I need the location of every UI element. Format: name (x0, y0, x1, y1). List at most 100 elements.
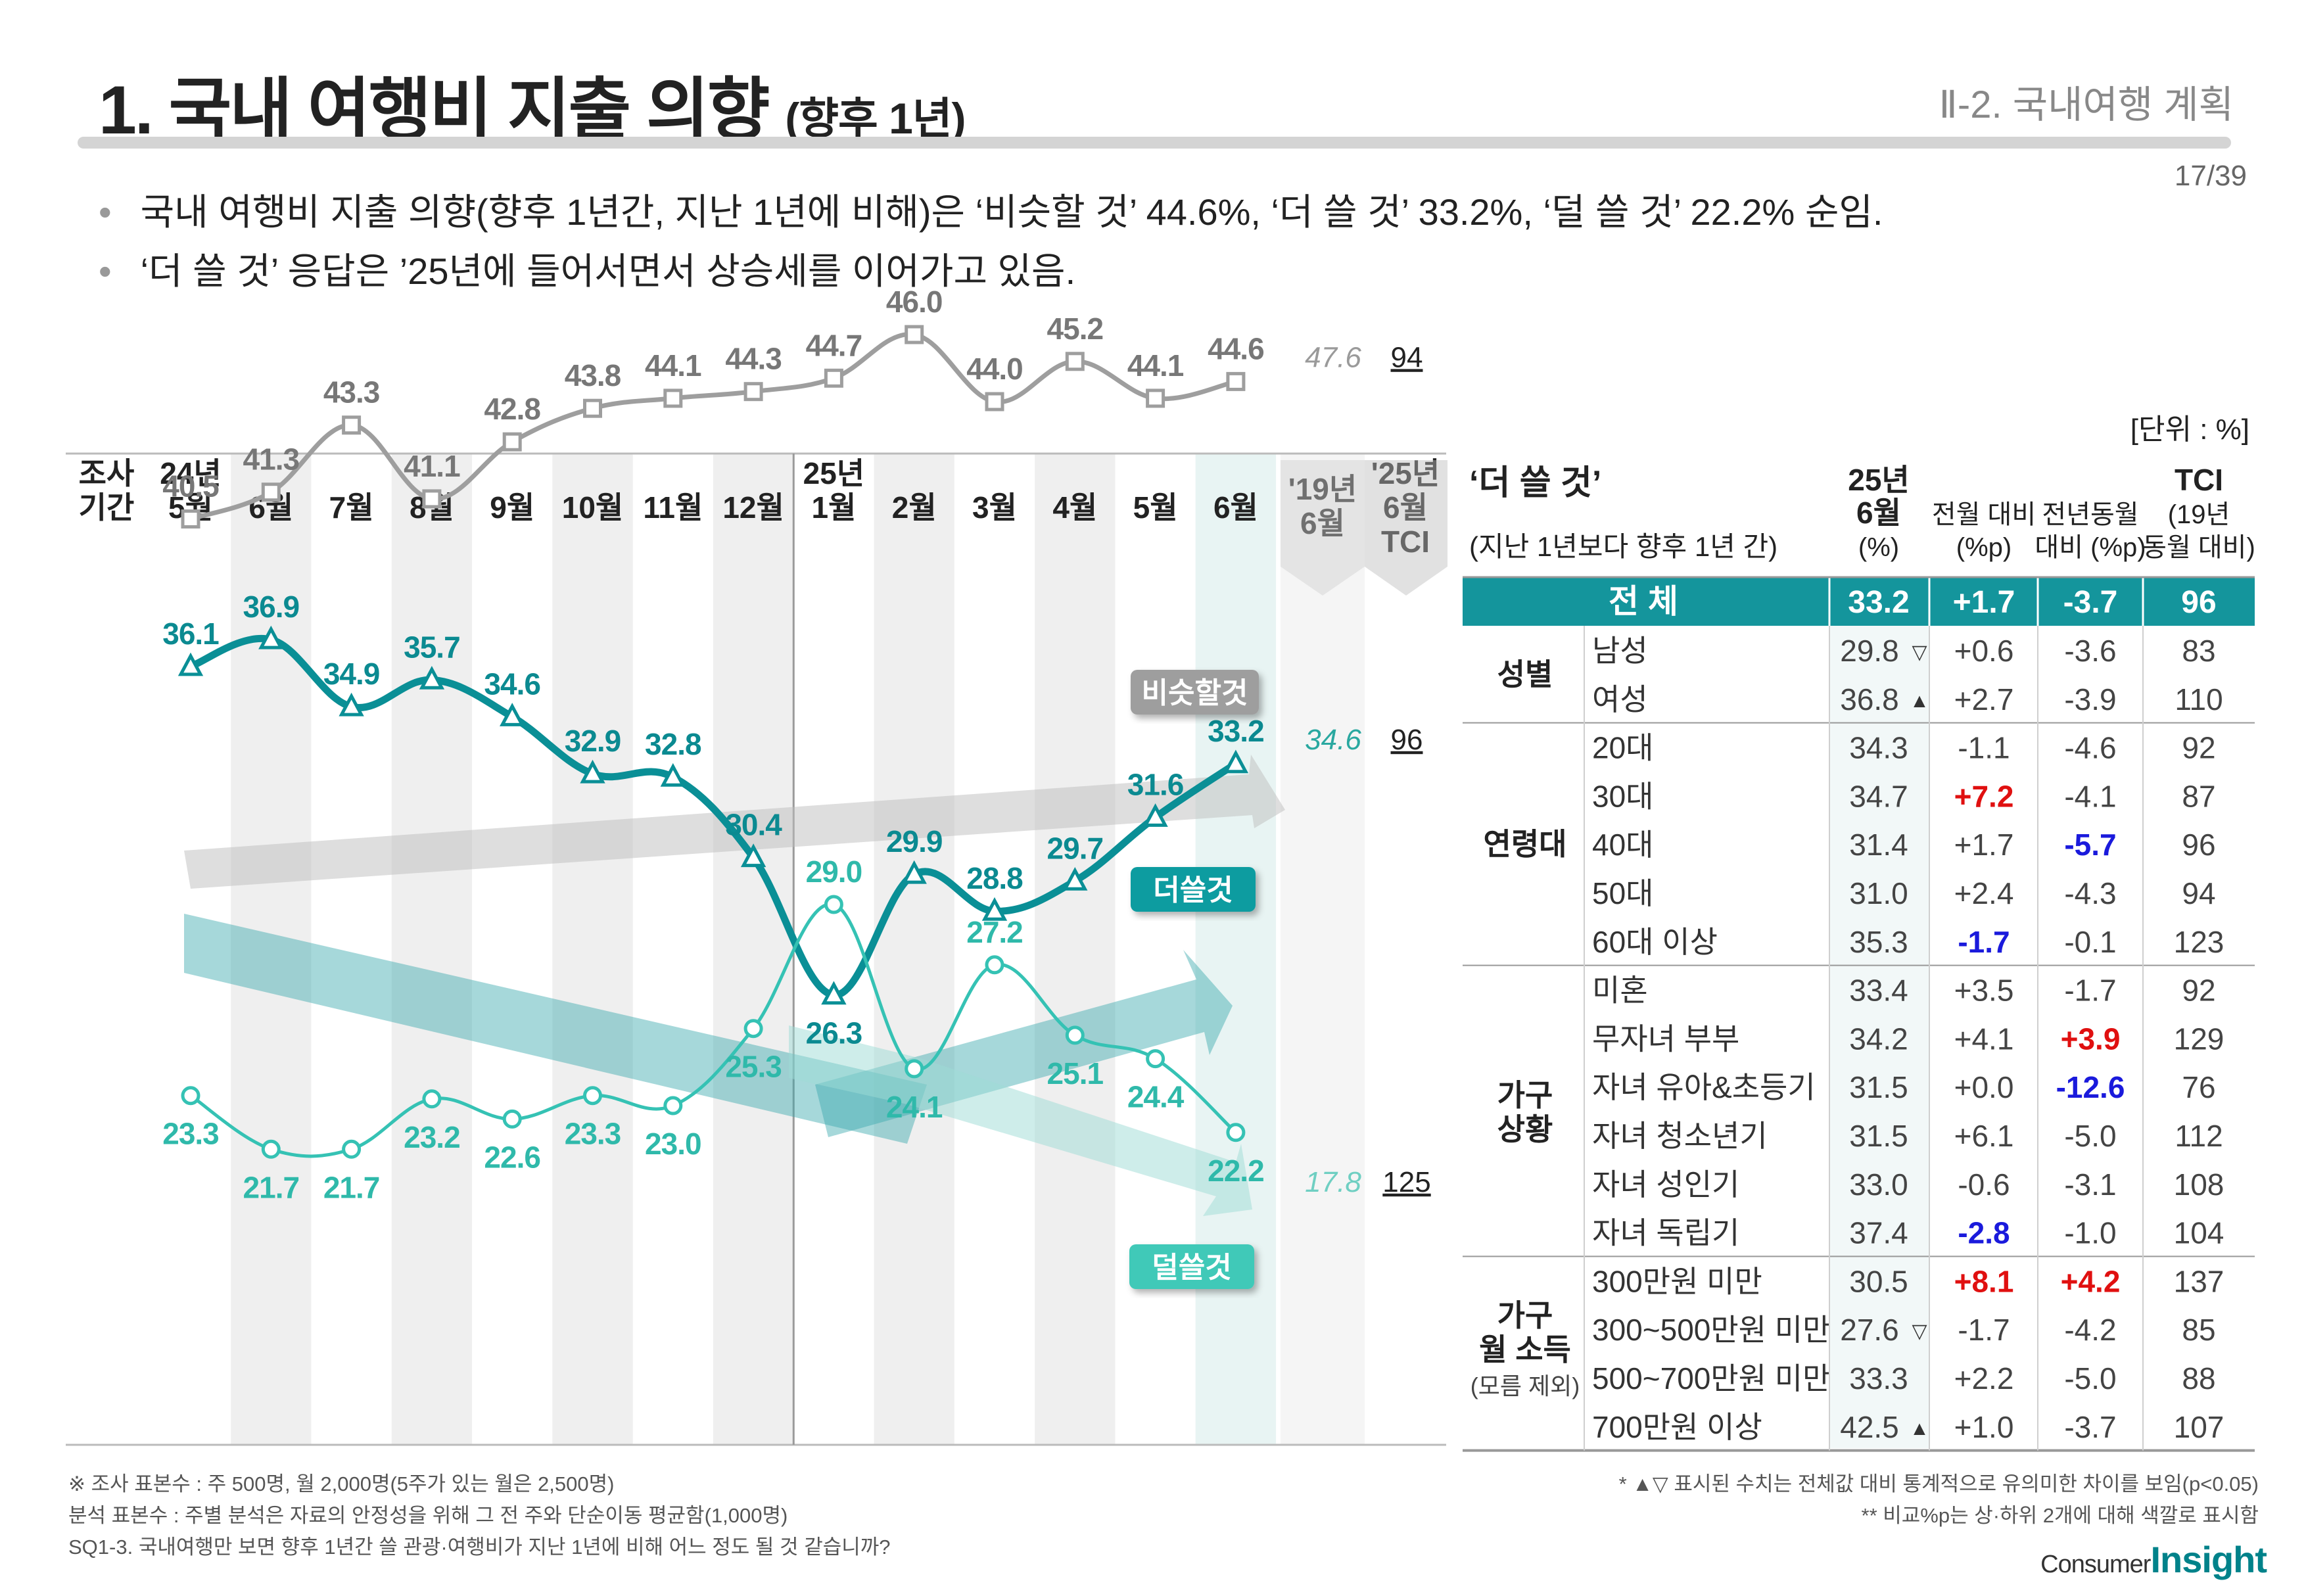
total-row-value: +1.7 (1953, 585, 2015, 620)
similar-point (1146, 388, 1165, 408)
table-row-value: 31.4 (1849, 828, 1908, 862)
table-row-value: 94 (2182, 876, 2215, 910)
similar-data-label: 43.3 (323, 375, 380, 410)
more-data-label: 29.7 (1047, 831, 1104, 865)
table-row-value: -5.0 (2064, 1361, 2116, 1396)
less-data-label: 25.3 (725, 1050, 782, 1084)
table-col-header: 전년동월 (2042, 500, 2138, 529)
table-row-value: +4.2 (2061, 1264, 2121, 1298)
similar-data-label: 44.6 (1208, 331, 1264, 365)
page-title-suffix: (향후 1년) (785, 94, 966, 143)
tci-header: '25년 (1371, 456, 1440, 490)
tci-header-3: TCI (1381, 525, 1430, 559)
group-label: 월 소득 (1479, 1332, 1571, 1367)
table-row-value: 92 (2182, 731, 2215, 765)
similar-point (583, 398, 602, 418)
category-month: 12월 (722, 490, 784, 525)
more-data-label: 29.9 (886, 824, 943, 858)
trend-arrows (184, 755, 1285, 1216)
similar-data-label: 44.1 (645, 348, 701, 383)
total-row-bg (1463, 577, 2255, 626)
table-row-value: 33.0 (1849, 1167, 1908, 1202)
table-row-value: -4.2 (2064, 1313, 2116, 1347)
table-row-value: +2.7 (1954, 682, 2014, 716)
table-col-header: 대비 (%p) (2035, 533, 2146, 562)
similar-point (1226, 371, 1246, 391)
table-col-header: (%) (1858, 533, 1899, 562)
more-data-label: 36.1 (162, 617, 219, 651)
tci-header-bg (1365, 460, 1447, 596)
more-point (177, 652, 204, 676)
category-month: 6월 (1213, 490, 1258, 525)
unit-label: [단위 : %] (2130, 413, 2249, 446)
less-point (181, 1086, 200, 1106)
more-point (339, 692, 364, 716)
total-row-label: 전 체 (1609, 583, 1678, 620)
down-triangle-icon: ▽ (1912, 642, 1927, 663)
similar-point (985, 392, 1004, 411)
less-tci-value: 125 (1382, 1166, 1430, 1198)
table-row-value: -5.7 (2064, 828, 2116, 862)
up-triangle-icon: ▲ (1910, 1418, 1929, 1440)
table-row-value: +8.1 (1954, 1264, 2014, 1298)
less-point (342, 1139, 362, 1159)
similar-point (261, 482, 281, 502)
table-row-label: 미혼 (1592, 974, 1648, 1008)
table-row-value: 129 (2174, 1021, 2224, 1056)
table-row-value: 92 (2182, 974, 2215, 1008)
table-row-value: -4.1 (2064, 779, 2116, 813)
group-sublabel: (모름 제외) (1471, 1373, 1580, 1399)
table-row-value: -3.9 (2064, 682, 2116, 716)
table-row-value: +2.2 (1954, 1361, 2014, 1396)
table-row-value: 110 (2175, 682, 2223, 716)
table-row-label: 60대 이상 (1592, 925, 1718, 959)
less-point (824, 895, 843, 914)
more-point (1142, 803, 1168, 827)
table-row-value: -2.8 (1958, 1216, 2010, 1250)
less-point (743, 1019, 763, 1039)
table-row-value: -1.0 (2064, 1216, 2116, 1250)
similar-data-label: 40.5 (162, 469, 219, 504)
table-row-value: -3.1 (2064, 1167, 2116, 1202)
similar-tci-value: 94 (1391, 341, 1423, 373)
table-row-value: +6.1 (1954, 1119, 2014, 1153)
category-month: 7월 (329, 490, 374, 525)
more-data-label: 32.9 (565, 724, 621, 758)
category-month: 10월 (562, 490, 624, 525)
more-data-label: 33.2 (1208, 714, 1264, 748)
ref-2019-header: '19년 (1288, 472, 1357, 506)
less-data-label: 23.2 (404, 1120, 460, 1154)
similar-data-label: 41.3 (243, 442, 300, 477)
similar-point (502, 432, 522, 452)
less-data-label: 21.7 (243, 1170, 300, 1204)
table-title: ‘더 쓸 것’ (1469, 464, 1601, 502)
less-ref-2019-value: 17.8 (1305, 1166, 1361, 1198)
table-row-value: -5.0 (2064, 1119, 2116, 1153)
category-year: 25년 (803, 456, 865, 490)
less-point (663, 1096, 683, 1115)
more-series: 36.1 36.9 34.9 35.7 34.6 32.9 32.8 30.4 26.3 29.9… (162, 590, 1423, 1050)
more-data-label: 34.6 (484, 667, 540, 701)
similar-data-label: 41.1 (404, 449, 460, 483)
similar-trend-arrow (184, 755, 1285, 889)
bullet-dot-icon: • (99, 191, 112, 233)
category-month: 4월 (1052, 490, 1097, 525)
table-row-value: -0.6 (1958, 1167, 2010, 1202)
more-point (901, 860, 927, 884)
table-row-value: 107 (2174, 1410, 2224, 1444)
table-row-value: 123 (2174, 925, 2224, 959)
down-triangle-icon: ▽ (1912, 1321, 1927, 1342)
period-header: 조사기간24년5월6월7월8월9월10월11월12월25년1월2월3월4월5월6… (79, 456, 1440, 559)
table-row-value: 104 (2174, 1216, 2224, 1250)
footnote-question: SQ1-3. 국내여행만 보면 향후 1년간 쓸 관광·여행비가 지난 1년에 … (68, 1536, 891, 1559)
more-point (500, 703, 525, 726)
tci-header-2: 6월 (1383, 490, 1428, 525)
table-row-value: 31.5 (1849, 1119, 1908, 1153)
table-row-value: -1.7 (2064, 974, 2116, 1008)
more-data-label: 31.6 (1127, 767, 1184, 801)
table-row-label: 여성 (1592, 682, 1648, 716)
page-title: 1. 국내 여행비 지출 의향 (향후 1년) (99, 72, 966, 149)
similar-point (905, 325, 924, 344)
